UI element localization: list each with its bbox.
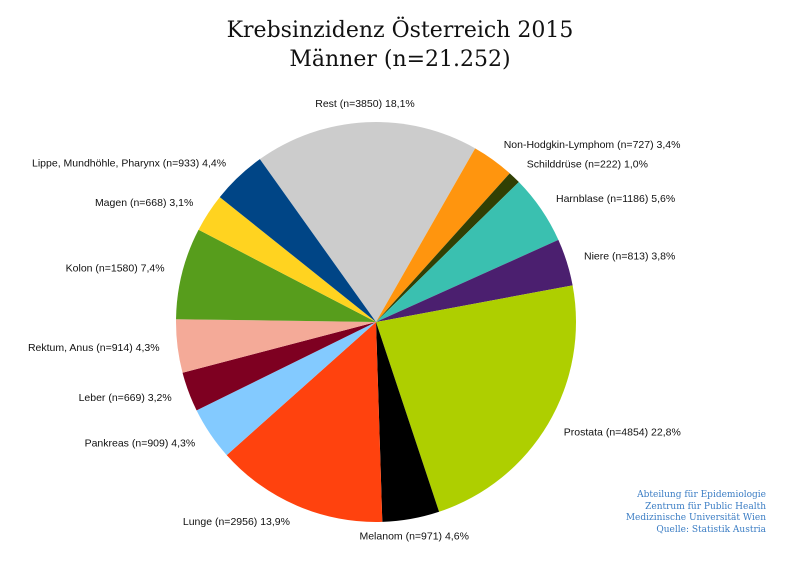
chart-title: Krebsinzidenz Österreich 2015 (226, 18, 574, 43)
pie-slice (196, 322, 376, 456)
slice-label: Leber (n=669) 3,2% (79, 392, 172, 404)
pie-slice (176, 319, 376, 373)
pie-slice (376, 148, 510, 322)
pie-slices (176, 122, 576, 522)
slice-label: Magen (n=668) 3,1% (95, 197, 193, 209)
chart-subtitle: Männer (n=21.252) (289, 47, 511, 72)
source-note-line: Zentrum für Public Health (645, 501, 766, 512)
slice-label: Non-Hodgkin-Lymphom (n=727) 3,4% (504, 139, 681, 151)
slice-label: Rektum, Anus (n=914) 4,3% (28, 342, 160, 354)
pie-slice (376, 285, 576, 512)
pie-slice (198, 197, 376, 322)
slice-label: Lunge (n=2956) 13,9% (183, 516, 290, 528)
pie-labels: Rest (n=3850) 18,1% Non-Hodgkin-Lymphom (… (28, 98, 681, 542)
source-note: Abteilung für Epidemiologie Zentrum für … (506, 490, 766, 536)
pie-slice (376, 239, 573, 322)
slice-label: Lippe, Mundhöhle, Pharynx (n=933) 4,4% (32, 157, 226, 169)
pie-slice (219, 159, 376, 322)
pie-slice (259, 122, 476, 322)
source-note-line: Quelle: Statistik Austria (656, 524, 766, 535)
slice-label: Pankreas (n=909) 4,3% (85, 438, 196, 450)
slice-label: Melanom (n=971) 4,6% (359, 530, 468, 542)
source-note-line: Abteilung für Epidemiologie (637, 490, 766, 500)
slice-label: Niere (n=813) 3,8% (584, 251, 675, 263)
source-note-line: Medizinische Universität Wien (625, 513, 766, 523)
chart-title-block: Krebsinzidenz Österreich 2015 Männer (n=… (0, 16, 800, 74)
slice-label: Rest (n=3850) 18,1% (315, 98, 415, 110)
slice-label: Harnblase (n=1186) 5,6% (556, 193, 675, 205)
slice-label: Kolon (n=1580) 7,4% (66, 262, 165, 274)
slice-label: Prostata (n=4854) 22,8% (564, 427, 681, 439)
pie-slice (176, 229, 376, 322)
pie-slice (182, 322, 376, 411)
pie-slice (376, 322, 440, 522)
pie-slice (226, 322, 383, 522)
pie-slice (376, 182, 559, 322)
pie-slice (376, 173, 519, 322)
slice-label: Schilddrüse (n=222) 1,0% (527, 158, 648, 170)
